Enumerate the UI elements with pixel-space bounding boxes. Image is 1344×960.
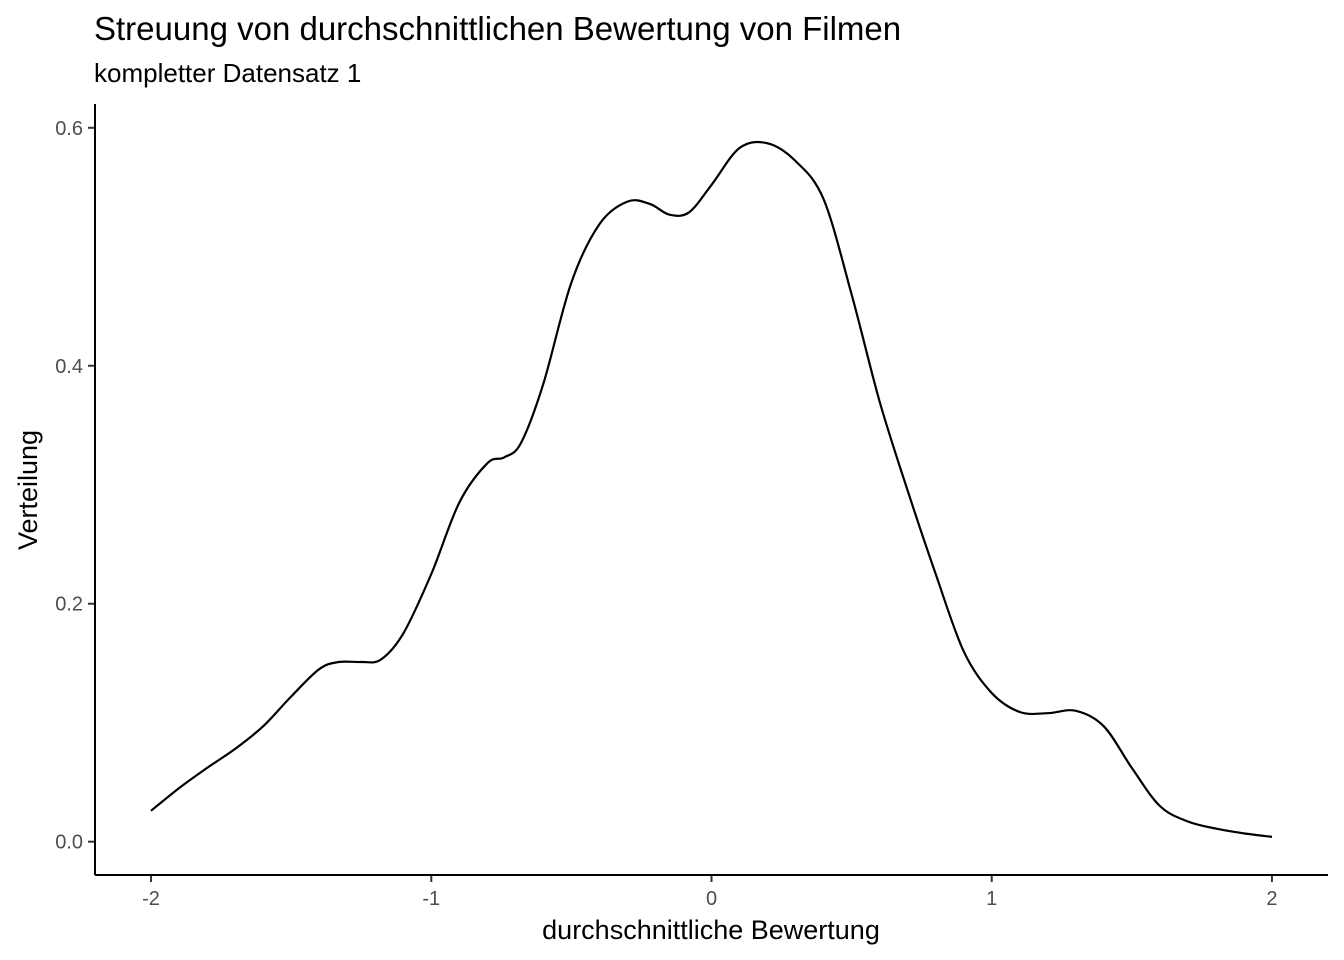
y-tick-label: 0.0 — [55, 832, 83, 854]
y-tick-label: 0.6 — [55, 118, 83, 140]
y-axis-ticks: 0.0 0.2 0.4 0.6 — [55, 118, 95, 854]
x-tick-label: 0 — [706, 888, 717, 910]
chart-title: Streuung von durchschnittlichen Bewertun… — [94, 10, 902, 47]
y-axis-title: Verteilung — [13, 430, 43, 550]
y-tick-label: 0.2 — [55, 594, 83, 616]
x-axis-ticks: -2 -1 0 1 2 — [142, 875, 1278, 910]
chart-subtitle: kompletter Datensatz 1 — [94, 58, 362, 88]
x-tick-label: 1 — [986, 888, 997, 910]
x-tick-label: 2 — [1266, 888, 1277, 910]
x-axis-title: durchschnittliche Bewertung — [542, 915, 880, 945]
y-tick-label: 0.4 — [55, 356, 83, 378]
density-curve — [150, 140, 1273, 838]
x-tick-label: -1 — [422, 888, 440, 910]
x-tick-label: -2 — [142, 888, 160, 910]
